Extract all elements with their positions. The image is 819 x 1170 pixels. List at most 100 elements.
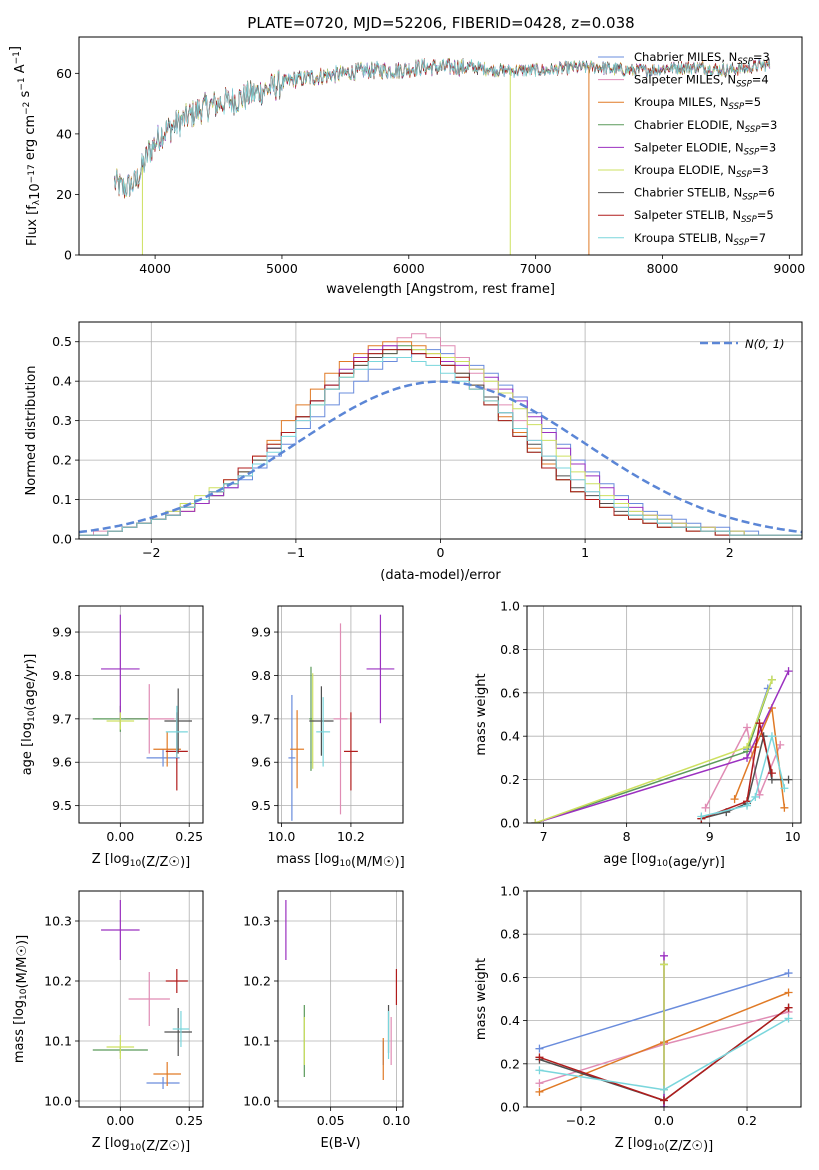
- gaussian-curve: [79, 380, 802, 534]
- weight-vs-age-series-chabrier-stelib-marker-5: [784, 775, 793, 784]
- weight-vs-Z-series-kroupa-stelib-marker-2: [784, 1014, 793, 1023]
- age-vs-mass-point-salpeter-miles: [333, 623, 348, 815]
- legend-label-suffix: =5: [744, 95, 761, 109]
- residuals-xtick-label-4: 2: [726, 545, 734, 560]
- age-vs-mass-ytick-label-1: 9.6: [251, 755, 271, 770]
- age-vs-mass-xtick-label-1: 10.2: [337, 829, 365, 844]
- legend-label-suffix: =3: [759, 140, 776, 154]
- age-vs-Z-point-kroupa-elodie: [106, 712, 135, 730]
- age-vs-Z-ytick-label-2: 9.7: [52, 711, 72, 726]
- weight-vs-Z-series-salpeter-miles-marker-0: [535, 1079, 544, 1088]
- weight-vs-Z-series-kroupa-miles-marker-2: [784, 988, 793, 997]
- mass-vs-Z-xlabel-part: log: [110, 1136, 130, 1151]
- weight-vs-Z-ytick-label-3: 0.6: [500, 970, 520, 985]
- weight-vs-age-series-kroupa-elodie-marker-1: [743, 743, 752, 752]
- weight-vs-Z-series-kroupa-stelib-marker-1: [660, 1085, 668, 1094]
- weight-vs-Z-xlabel-part: (Z/Z☉)]: [664, 1139, 713, 1154]
- age-vs-Z-ytick-label-1: 9.6: [52, 755, 72, 770]
- mass-vs-EBV-xtick-label-0: 0.05: [317, 1113, 345, 1128]
- spectrum-ylabel-part: s: [18, 90, 33, 101]
- weight-vs-age-ylabel-part: mass weight: [474, 673, 489, 755]
- weight-vs-age-series-kroupa-miles-marker-0: [730, 795, 739, 804]
- weight-vs-age-xlabel-part: age [: [603, 852, 636, 867]
- weight-vs-age-ytick-label-3: 0.6: [500, 685, 520, 700]
- legend-label-sub: SSP: [737, 57, 753, 67]
- spectrum-ylabel-part: 10: [28, 183, 43, 200]
- age-vs-Z-point-kroupa-stelib: [165, 705, 188, 758]
- weight-vs-age-xlabel-part: log: [637, 852, 657, 867]
- weight-vs-Z-ytick-label-0: 0.0: [500, 1100, 520, 1115]
- weight-vs-Z-plot-area: [535, 951, 793, 1107]
- weight-vs-age-axes: 7 8 9 10 0.0 0.2 0.4 0.6 0.8 1.0: [500, 599, 802, 844]
- mass-vs-Z-point-salpeter-elodie: [101, 900, 140, 960]
- mass-vs-Z-ylabel-part: mass [: [12, 1020, 27, 1063]
- mass-vs-Z-xtick-label-0: 0.00: [106, 1113, 134, 1128]
- mass-vs-EBV-frame: [277, 890, 404, 1108]
- mass-vs-Z-ytick-label-0: 10.0: [44, 1094, 72, 1109]
- age-vs-mass-xlabel-part: mass [: [276, 852, 319, 867]
- legend-label-suffix: =7: [749, 231, 766, 245]
- legend-label-sub: SSP: [744, 147, 760, 157]
- age-vs-Z-ylabel: age [log10(age/yr)]: [20, 654, 38, 776]
- mass-vs-EBV-ytick-label-2: 10.2: [243, 974, 271, 989]
- weight-vs-age-series-kroupa-miles: [733, 705, 786, 808]
- weight-vs-Z-xlabel-part: Z [: [615, 1136, 633, 1151]
- residuals-ytick-label-3: 0.3: [52, 413, 72, 428]
- mass-vs-Z-axes: 0.00 0.25 10.0 10.1 10.2 10.3: [44, 890, 204, 1128]
- age-vs-mass-plot-area: [288, 614, 395, 821]
- mass-vs-EBV-ytick-label-0: 10.0: [243, 1094, 271, 1109]
- mass-vs-EBV-xlabel: E(B-V): [320, 1136, 360, 1151]
- weight-vs-age-series-kroupa-stelib-marker-3: [767, 732, 776, 741]
- spectrum-xtick-label-3: 7000: [520, 261, 552, 276]
- weight-vs-Z-xtick-label-2: 0.2: [737, 1113, 757, 1128]
- residuals-ytick-label-0: 0.0: [52, 532, 72, 547]
- legend-label-1: Salpeter MILES, NSSP=4: [634, 73, 769, 90]
- spectrum-ylabel-part: −17: [27, 164, 37, 183]
- spectrum-plot-area: [114, 57, 771, 255]
- residuals-xtick-label-2: 0: [437, 545, 445, 560]
- mass-vs-Z-ylabel: mass [log10(M/M☉)]: [12, 935, 30, 1063]
- spectrum-ylabel-part: −2: [22, 102, 32, 115]
- weight-vs-age-ytick-label-0: 0.0: [500, 816, 520, 831]
- weight-vs-Z-series-salpeter-stelib-marker-2: [784, 1003, 793, 1012]
- spectrum-ylabel-part: −1: [12, 51, 22, 64]
- legend-label-suffix: =6: [758, 186, 775, 200]
- mass-vs-Z-ylabel-part: (M/M☉)]: [15, 935, 30, 989]
- weight-vs-age-plot-area: [531, 667, 793, 823]
- weight-vs-age-series-salpeter-stelib-marker-3: [767, 769, 776, 778]
- age-vs-mass-point-kroupa-miles: [290, 710, 305, 789]
- weight-vs-age-series-kroupa-stelib-marker-2: [751, 792, 760, 801]
- residuals-ylabel-part: Normed distribution: [24, 366, 39, 496]
- gaussian-legend-label: N(0, 1): [745, 337, 785, 351]
- spectrum-xtick-label-0: 4000: [139, 261, 171, 276]
- age-vs-mass-point-kroupa-stelib: [316, 697, 331, 767]
- weight-vs-Z-series-kroupa-elodie-marker-1: [660, 960, 668, 969]
- legend-label-6: Chabrier STELIB, NSSP=6: [634, 186, 775, 203]
- spectrum-title: PLATE=0720, MJD=52206, FIBERID=0428, z=0…: [247, 14, 634, 32]
- spectrum-xtick-label-4: 8000: [647, 261, 679, 276]
- age-vs-Z-xtick-label-1: 0.25: [175, 829, 203, 844]
- legend-label-suffix: =4: [752, 73, 769, 87]
- spectrum-ylabel-part: erg cm: [23, 115, 38, 164]
- weight-vs-Z-xtick-label-0: −0.2: [566, 1113, 596, 1128]
- weight-vs-Z-series-kroupa-miles-marker-0: [535, 1087, 544, 1096]
- spectrum-xtick-label-1: 5000: [266, 261, 298, 276]
- weight-vs-age-series-salpeter-elodie-marker-2: [784, 667, 793, 676]
- age-vs-Z-frame: [78, 605, 204, 824]
- legend-label-sub: SSP: [742, 193, 758, 203]
- weight-vs-age-ytick-label-5: 1.0: [500, 599, 520, 614]
- age-vs-Z-ylabel-part: age [: [20, 742, 35, 775]
- age-vs-Z-ytick-label-3: 9.8: [52, 668, 72, 683]
- age-vs-Z-ytick-label-0: 9.5: [52, 798, 72, 813]
- mass-vs-EBV-ytick-label-3: 10.3: [243, 914, 271, 929]
- mass-vs-Z-ylabel-part: log: [12, 1000, 27, 1020]
- legend-label-suffix: =3: [753, 50, 770, 64]
- legend-label-text: Kroupa ELODIE, N: [634, 163, 736, 177]
- age-vs-mass-frame: [277, 605, 404, 824]
- residuals-ytick-label-2: 0.2: [52, 453, 72, 468]
- residuals-ytick-label-5: 0.5: [52, 334, 72, 349]
- weight-vs-Z-xlabel-part: log: [633, 1136, 653, 1151]
- legend-label-text: Salpeter ELODIE, N: [634, 140, 744, 154]
- legend-label-sub: SSP: [734, 238, 750, 248]
- weight-vs-Z-series-salpeter-stelib-marker-0: [535, 1053, 544, 1062]
